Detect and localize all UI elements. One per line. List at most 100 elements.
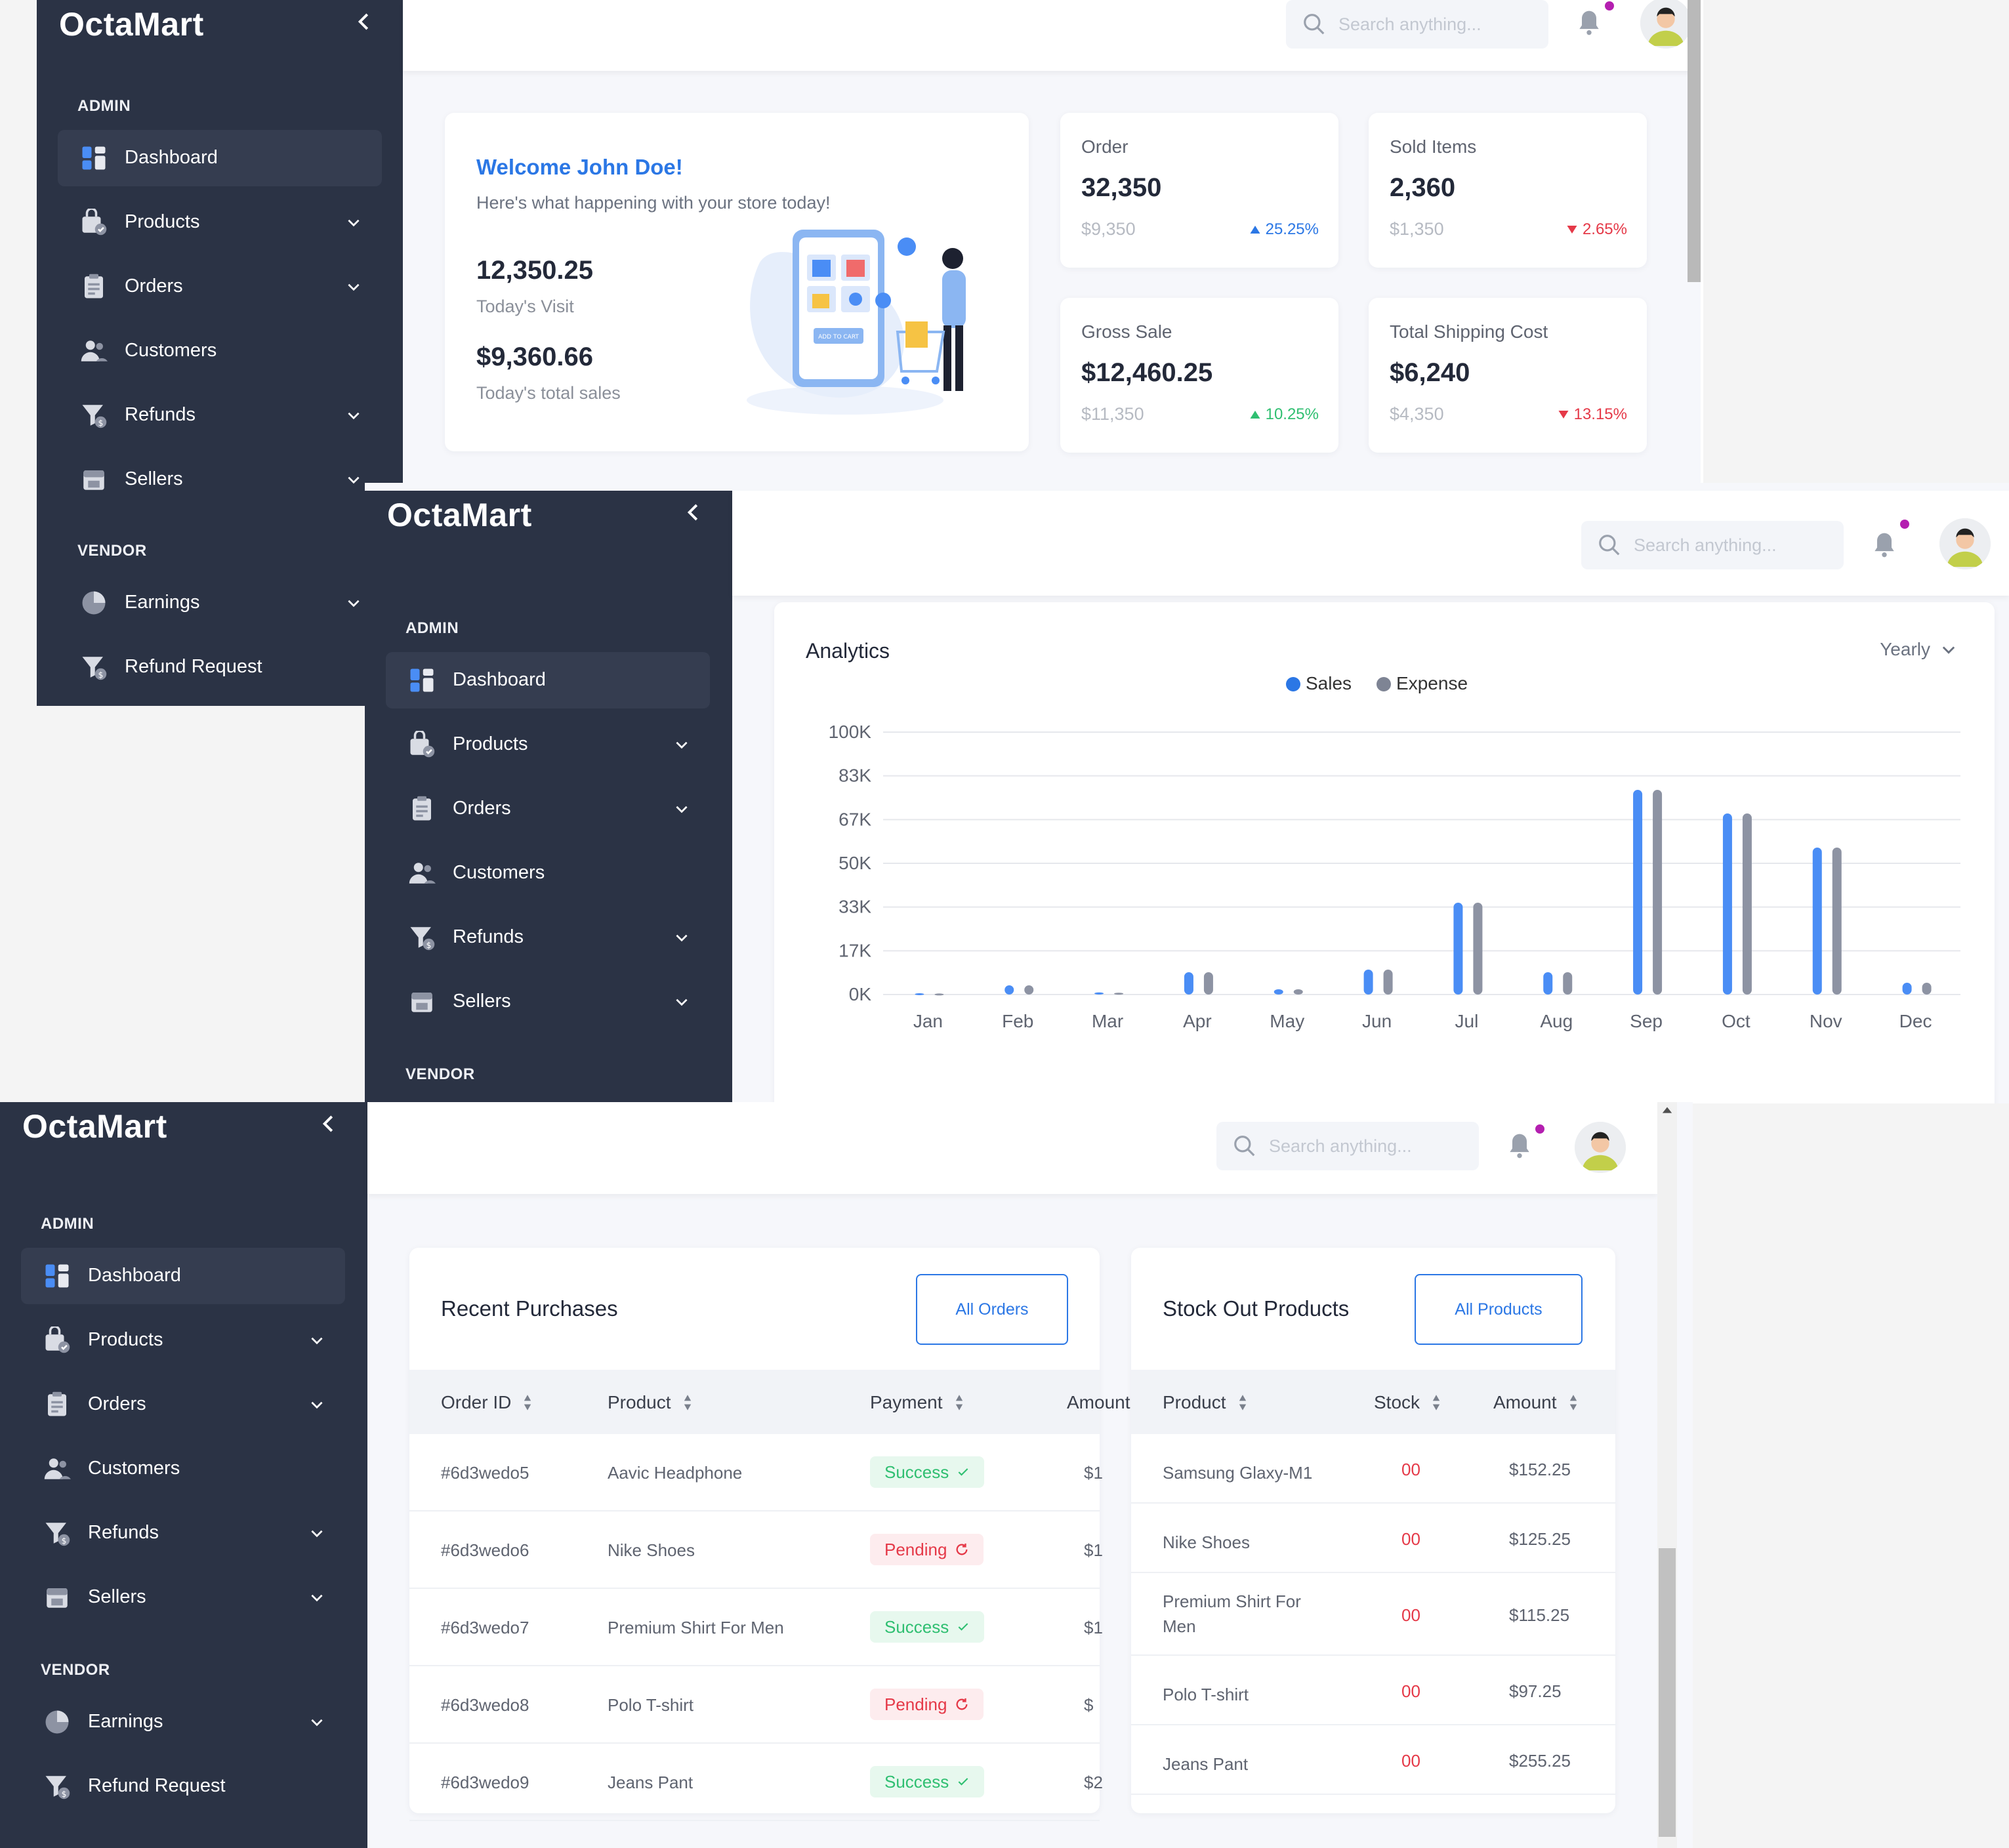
collapse-sidebar-icon[interactable]	[316, 1111, 341, 1136]
table-row[interactable]: Polo T-shirt 00 $97.25	[1131, 1656, 1615, 1725]
notification-bell-icon[interactable]	[1505, 1130, 1534, 1162]
bar-sales-aug[interactable]	[1543, 972, 1553, 995]
bar-expense-feb[interactable]	[1024, 985, 1034, 995]
order-id[interactable]: #6d3wedo6	[441, 1540, 529, 1560]
avatar[interactable]	[1575, 1122, 1626, 1173]
all-orders-button[interactable]: All Orders	[916, 1274, 1068, 1345]
column-header-order-id[interactable]: Order ID	[441, 1392, 532, 1413]
brand-logo[interactable]: OctaMart	[387, 497, 532, 533]
collapse-sidebar-icon[interactable]	[681, 500, 706, 525]
sidebar-item-refunds[interactable]: $ Refunds	[386, 909, 710, 966]
sidebar-item-earnings[interactable]: Earnings	[58, 575, 382, 631]
scroll-up-arrow-icon[interactable]	[1661, 1105, 1673, 1117]
column-header-stock[interactable]: Stock	[1374, 1392, 1441, 1413]
period-select[interactable]: Yearly	[1880, 639, 1958, 660]
scrollbar[interactable]	[1659, 1548, 1676, 1837]
collapse-sidebar-icon[interactable]	[352, 9, 377, 34]
avatar[interactable]	[1939, 518, 1991, 569]
bar-sales-jan[interactable]	[915, 993, 924, 995]
bar-sales-dec[interactable]	[1902, 983, 1912, 995]
sidebar-item-dashboard[interactable]: Dashboard	[21, 1248, 345, 1304]
sidebar-item-dashboard[interactable]: Dashboard	[58, 130, 382, 186]
sidebar-item-sellers[interactable]: Sellers	[386, 974, 710, 1030]
sidebar-item-products[interactable]: Products	[58, 194, 382, 251]
bar-sales-jun[interactable]	[1363, 970, 1373, 995]
sidebar-item-refunds[interactable]: $ Refunds	[21, 1505, 345, 1561]
sidebar-item-refunds[interactable]: $ Refunds	[58, 387, 382, 443]
sidebar-item-sellers[interactable]: Sellers	[21, 1569, 345, 1626]
bar-sales-mar[interactable]	[1094, 992, 1104, 995]
brand-logo[interactable]: OctaMart	[59, 6, 204, 43]
sidebar-item-refund-request[interactable]: $ Refund Request	[58, 639, 382, 695]
notification-dot	[1535, 1124, 1544, 1134]
brand-logo[interactable]: OctaMart	[22, 1108, 167, 1145]
table-row[interactable]: Jeans Pant 00 $255.25	[1131, 1725, 1615, 1795]
bar-sales-may[interactable]	[1274, 989, 1283, 995]
column-header-amount[interactable]: Amount	[1493, 1392, 1578, 1413]
column-header-amount[interactable]: Amount	[1067, 1392, 1130, 1412]
bar-expense-aug[interactable]	[1563, 972, 1573, 995]
column-header-product[interactable]: Product	[1163, 1392, 1247, 1413]
table-row[interactable]: Premium Shirt For Men 00 $115.25	[1131, 1573, 1615, 1656]
sidebar-item-orders[interactable]: Orders	[21, 1376, 345, 1433]
user-avatar-icon	[1575, 1122, 1626, 1173]
bar-expense-jan[interactable]	[934, 993, 944, 996]
sidebar-item-refund-request[interactable]: $ Refund Request	[21, 1758, 345, 1815]
legend-item-expense[interactable]: Expense	[1377, 673, 1468, 694]
order-id[interactable]: #6d3wedo9	[441, 1773, 529, 1792]
bar-expense-mar[interactable]	[1114, 993, 1124, 995]
sidebar-item-products[interactable]: Products	[21, 1312, 345, 1368]
table-row[interactable]: #6d3wedo8 Polo T-shirt Pending $	[409, 1666, 1100, 1744]
notification-bell-icon[interactable]	[1870, 529, 1899, 562]
bar-sales-feb[interactable]	[1004, 985, 1014, 995]
table-row[interactable]: #6d3wedo9 Jeans Pant Success $2	[409, 1744, 1103, 1821]
sidebar-item-dashboard[interactable]: Dashboard	[386, 652, 710, 708]
bar-expense-jul[interactable]	[1473, 903, 1483, 995]
sidebar-item-orders[interactable]: Orders	[386, 781, 710, 837]
notification-bell-icon[interactable]	[1575, 7, 1604, 39]
section-label-admin: ADMIN	[405, 619, 459, 637]
bar-sales-apr[interactable]	[1184, 972, 1193, 995]
bar-expense-dec[interactable]	[1922, 983, 1932, 995]
legend-item-sales[interactable]: Sales	[1286, 673, 1352, 694]
table-row[interactable]: #6d3wedo7 Premium Shirt For Men Success $1	[409, 1589, 1103, 1666]
bar-expense-oct[interactable]	[1742, 813, 1752, 995]
scrollbar[interactable]	[1688, 0, 1701, 282]
table-row[interactable]: #6d3wedo6 Nike Shoes Pending $1	[409, 1511, 1103, 1589]
order-id[interactable]: #6d3wedo7	[441, 1618, 529, 1637]
bar-sales-sep[interactable]	[1633, 790, 1643, 995]
sidebar-item-customers[interactable]: Customers	[386, 845, 710, 901]
bar-expense-sep[interactable]	[1653, 790, 1663, 995]
column-header-payment[interactable]: Payment	[870, 1392, 964, 1413]
sidebar-item-sellers[interactable]: Sellers	[58, 451, 382, 508]
bar-sales-nov[interactable]	[1812, 848, 1822, 995]
search-input[interactable]	[1634, 530, 1831, 560]
sidebar-item-customers[interactable]: Customers	[21, 1441, 345, 1497]
bar-sales-oct[interactable]	[1722, 813, 1732, 995]
table-row[interactable]: Samsung Glaxy-M1 00 $152.25	[1131, 1434, 1615, 1504]
sidebar-item-customers[interactable]: Customers	[58, 323, 382, 379]
bar-expense-jun[interactable]	[1383, 970, 1393, 995]
recent-purchases-card: Recent Purchases All Orders Order ID Pro…	[409, 1248, 1130, 1821]
sidebar-item-products[interactable]: Products	[386, 716, 710, 773]
bar-expense-may[interactable]	[1293, 989, 1303, 995]
all-products-button[interactable]: All Products	[1415, 1274, 1583, 1345]
search-input[interactable]	[1269, 1131, 1466, 1161]
bar-sales-jul[interactable]	[1453, 903, 1463, 995]
order-id[interactable]: #6d3wedo5	[441, 1463, 529, 1483]
bar-expense-apr[interactable]	[1203, 972, 1213, 995]
sidebar-item-label: Orders	[88, 1393, 146, 1414]
x-tick-label: Mar	[1092, 1011, 1123, 1031]
search-input[interactable]	[1338, 9, 1535, 39]
sidebar-item-earnings[interactable]: Earnings	[21, 1694, 345, 1750]
order-id[interactable]: #6d3wedo8	[441, 1695, 529, 1715]
search-box[interactable]	[1216, 1122, 1479, 1170]
column-header-product[interactable]: Product	[608, 1392, 692, 1413]
search-box[interactable]	[1286, 0, 1548, 49]
table-row[interactable]: #6d3wedo5 Aavic Headphone Success $1	[409, 1434, 1103, 1511]
avatar[interactable]	[1640, 0, 1691, 49]
bar-expense-nov[interactable]	[1832, 848, 1842, 995]
sidebar-item-orders[interactable]: Orders	[58, 258, 382, 315]
table-row[interactable]: Nike Shoes 00 $125.25	[1131, 1504, 1615, 1573]
search-box[interactable]	[1581, 521, 1844, 569]
